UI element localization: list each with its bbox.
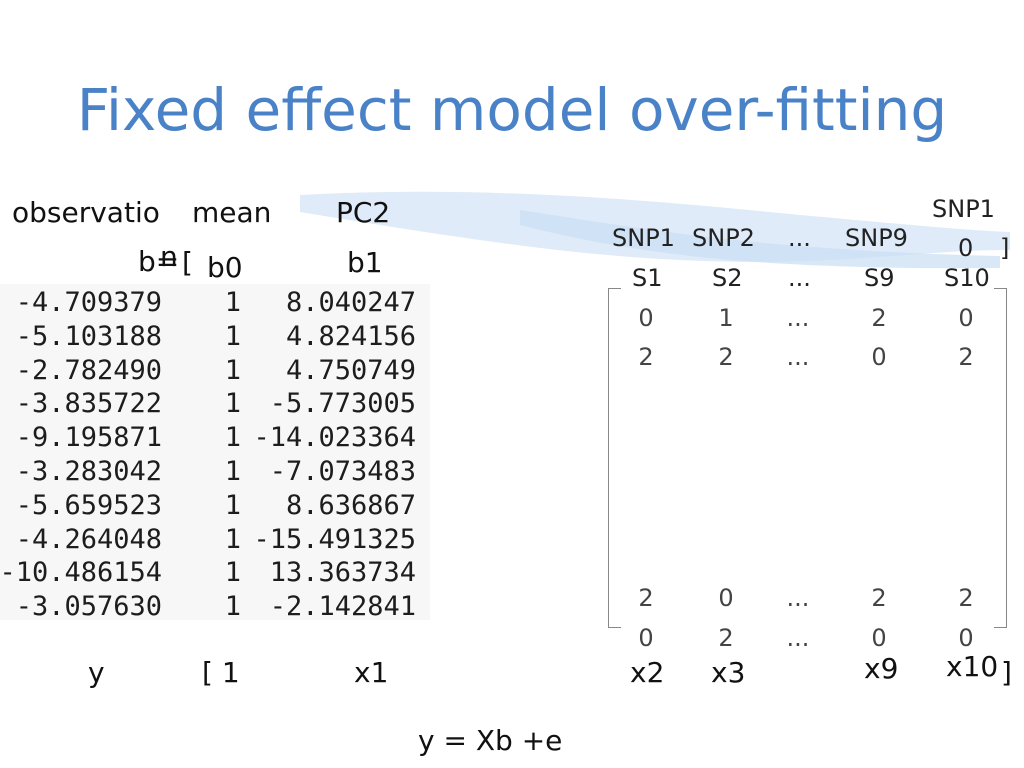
matrix-cell: 2 [638,584,654,612]
mean-cell: 1 [224,287,241,318]
matrix-cell: 2 [718,343,734,371]
label-x3: x3 [711,656,746,689]
matrix-cell: ... [786,304,810,332]
matrix-cell: 0 [718,584,734,612]
bracket-open: [ [182,246,193,279]
header-b-label: S10 [944,264,990,292]
header-bracket-close: ] [1000,234,1010,262]
header-snp-label: SNP9 [845,224,908,252]
matrix-cell: 0 [958,304,974,332]
label-b0: b0 [207,251,243,284]
observation-cell: -9.195871 [15,422,162,454]
data-table-panel: -4.709379 1 8.040247 -5.103188 1 4.824156 -2.7… [0,284,430,623]
matrix-cell: ... [786,584,810,612]
pc2-cell: 4.824156 [285,320,416,352]
mean-cell: 1 [224,388,241,420]
header-b-label: ... [788,264,811,292]
matrix-cell: 0 [871,343,887,371]
header-b-label: S2 [712,264,743,292]
header-snp-label: SNP2 [692,224,755,252]
header-pc2: PC2 [336,196,391,229]
equation: y = Xb +e [418,724,563,757]
matrix-cell: 2 [958,343,974,371]
header-snp10-top: SNP1 [932,195,995,223]
header-observation-wrap: n [160,240,178,273]
label-x1: x1 [354,656,389,689]
pc2-cell: 13.363734 [269,557,416,589]
observation-cell: -3.057630 [15,591,162,623]
matrix-cell: 2 [718,624,734,652]
matrix-cell: 2 [638,343,654,371]
pc2-cell: -2.142841 [269,591,416,623]
pc2-cell: -7.073483 [269,456,416,487]
observation-cell: -10.486154 [0,557,162,589]
mean-cell: 1 [224,422,241,454]
header-mean: mean [192,196,272,229]
observation-cell: -3.835722 [15,388,162,420]
observation-cell: -2.782490 [15,354,162,386]
header-snp10-bottom: 0 [958,234,974,262]
matrix-cell: 0 [638,624,654,652]
pc2-cell: -5.773005 [269,388,416,420]
pc2-cell: 4.750749 [285,354,416,386]
mean-cell: 1 [224,523,241,555]
slide-title: Fixed effect model over-fitting [76,76,948,144]
observation-cell: -5.659523 [15,489,162,521]
mean-cell: 1 [224,320,241,352]
matrix-cell: 0 [871,624,887,652]
label-b1: b1 [347,246,383,279]
pc2-cell: 8.636867 [285,489,416,521]
matrix-left-bracket [608,288,621,628]
label-x10: x10 [946,650,999,683]
pc2-cell: 8.040247 [285,287,416,318]
matrix-cell: 1 [718,304,734,332]
label-y: y [88,656,105,689]
header-snp-label: ... [788,224,811,252]
observation-cell: -5.103188 [15,320,162,352]
header-snp-label: SNP1 [612,224,675,252]
mean-cell: 1 [224,489,241,521]
observation-cell: -3.283042 [15,456,162,487]
mean-cell: 1 [224,456,241,487]
mean-cell: 1 [224,557,241,589]
matrix-cell: 0 [958,624,974,652]
matrix-cell: ... [786,624,810,652]
matrix-cell: 0 [638,304,654,332]
observation-cell: -4.264048 [15,523,162,555]
label-b-equals: b= [138,245,180,278]
label-one: [ 1 [202,656,240,689]
matrix-cell: 2 [871,304,887,332]
label-x9: x9 [864,652,899,685]
header-b-label: S1 [632,264,663,292]
pc2-cell: -15.491325 [253,523,416,555]
label-bracket-close: ] [1001,656,1012,689]
matrix-cell: 2 [958,584,974,612]
header-observation: observatio [12,196,160,229]
label-x2: x2 [630,656,665,689]
pc2-cell: -14.023364 [253,422,416,454]
observation-cell: -4.709379 [15,287,162,318]
matrix-cell: 2 [871,584,887,612]
mean-cell: 1 [224,591,241,623]
header-b-label: S9 [864,264,895,292]
mean-cell: 1 [224,354,241,386]
matrix-right-bracket [994,288,1007,628]
matrix-cell: ... [786,343,810,371]
